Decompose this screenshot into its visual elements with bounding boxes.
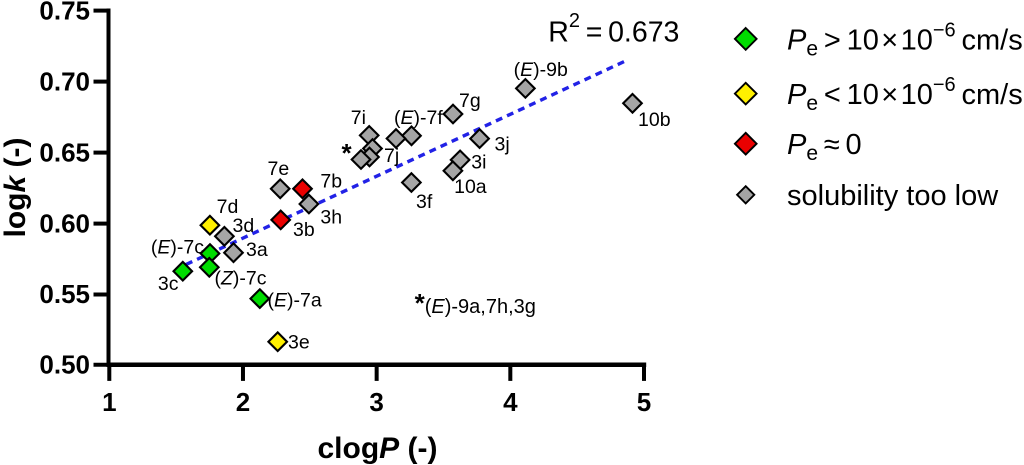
svg-text:10a: 10a: [454, 176, 487, 198]
svg-text:3: 3: [369, 387, 383, 417]
svg-text:7e: 7e: [268, 158, 290, 180]
svg-text:3a: 3a: [246, 239, 268, 261]
svg-text:1: 1: [102, 387, 116, 417]
svg-text:0.55: 0.55: [39, 279, 90, 309]
svg-text:0.50: 0.50: [39, 349, 90, 379]
svg-text:7j: 7j: [384, 145, 399, 167]
svg-text:(E)-7c: (E)-7c: [151, 237, 204, 259]
svg-text:R2 = 0.673: R2 = 0.673: [548, 10, 679, 49]
svg-text:0.65: 0.65: [39, 137, 90, 167]
svg-text:3h: 3h: [320, 206, 342, 228]
svg-text:0.60: 0.60: [39, 208, 90, 238]
svg-text:7b: 7b: [320, 171, 342, 193]
svg-text:0.75: 0.75: [39, 0, 90, 25]
svg-text:3b: 3b: [293, 219, 315, 241]
svg-text:5: 5: [637, 387, 651, 417]
svg-text:3f: 3f: [416, 191, 433, 213]
svg-text:3i: 3i: [471, 151, 486, 173]
svg-text:(E)-9b: (E)-9b: [514, 59, 568, 81]
svg-text:3e: 3e: [288, 332, 310, 354]
svg-text:4: 4: [503, 387, 518, 417]
svg-text:*(E)-9a,7h,3g: *(E)-9a,7h,3g: [415, 288, 536, 318]
svg-text:(E)-7a: (E)-7a: [268, 290, 322, 312]
svg-text:clogP (-): clogP (-): [318, 432, 438, 465]
svg-text:3j: 3j: [495, 134, 510, 156]
svg-text:7g: 7g: [459, 90, 481, 112]
svg-text:Pe > 10 × 10−6 cm/s: Pe > 10 × 10−6 cm/s: [787, 19, 1023, 60]
svg-text:Pe < 10 × 10−6 cm/s: Pe < 10 × 10−6 cm/s: [787, 74, 1023, 115]
svg-text:10b: 10b: [638, 109, 671, 131]
svg-text:2: 2: [236, 387, 250, 417]
svg-text:*: *: [341, 138, 352, 168]
svg-text:logk (-): logk (-): [0, 138, 32, 238]
svg-text:solubility too low: solubility too low: [787, 180, 999, 212]
svg-text:7i: 7i: [351, 107, 366, 129]
svg-text:3c: 3c: [158, 273, 179, 295]
svg-text:(E)-7f: (E)-7f: [394, 107, 443, 129]
svg-text:3d: 3d: [233, 215, 255, 237]
svg-text:7d: 7d: [217, 196, 239, 218]
svg-text:0.70: 0.70: [39, 66, 90, 96]
svg-text:Pe ≈ 0: Pe ≈ 0: [787, 129, 862, 165]
svg-text:(Z)-7c: (Z)-7c: [215, 267, 267, 289]
